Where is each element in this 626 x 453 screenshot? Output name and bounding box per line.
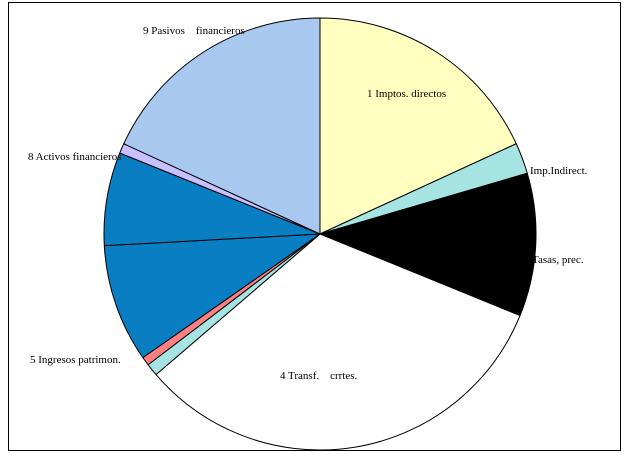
slice-label-tasas-prec: 3 Tasas, prec. [524,254,584,266]
slice-label-ingresos-patrimon: 5 Ingresos patrimon. [30,354,121,366]
pie-slice-4 [155,233,521,451]
pie-slices [103,17,537,451]
slice-label-activos-financieros: 8 Activos financieros [28,151,121,163]
pie-slice-3 [319,172,537,317]
slice-label-imptos-directos: 1 Imptos. directos [367,88,446,100]
slice-labels: 1 Imptos. directos Imp.Indirect. 3 Tasas… [28,25,588,382]
slice-label-pasivos-financieros: 9 Pasivos financieros [143,25,245,37]
pie-slice-10 [123,17,321,235]
pie-slice-1 [319,17,517,235]
pie-slice-7 [103,233,321,359]
slice-label-imp-indirect: Imp.Indirect. [530,165,588,177]
slice-label-transf-crrtes: 4 Transf. crrtes. [280,370,358,382]
